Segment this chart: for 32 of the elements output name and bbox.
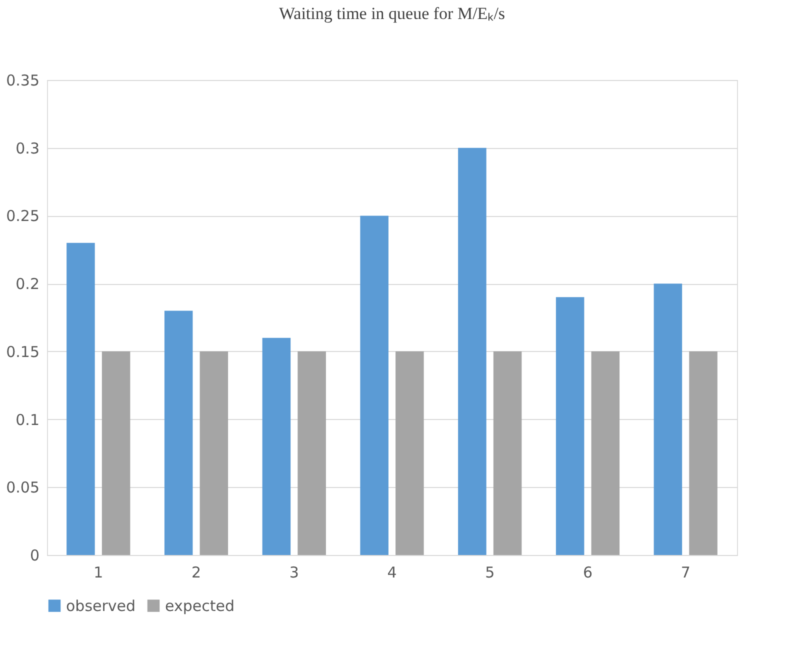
bar	[689, 351, 718, 555]
x-tick-label: 7	[680, 564, 690, 582]
legend-label: observed	[66, 596, 136, 615]
y-tick-label: 0.2	[16, 275, 40, 294]
bar	[298, 351, 326, 555]
y-tick-label: 0.35	[6, 72, 40, 90]
x-tick-label: 6	[582, 564, 593, 582]
chart-title: Waiting time in queue for M/Eₖ/s	[278, 4, 506, 23]
y-tick-label: 0.1	[16, 410, 40, 429]
bar	[262, 338, 291, 555]
y-tick-label: 0.25	[6, 207, 40, 226]
legend-label: expected	[165, 596, 234, 615]
bar	[556, 297, 584, 555]
bar	[164, 310, 193, 555]
bar	[493, 351, 522, 555]
y-tick-label: 0.15	[6, 342, 40, 361]
x-tick-label: 1	[94, 564, 104, 582]
y-tick-label: 0.05	[6, 478, 40, 497]
x-tick-label: 5	[485, 564, 495, 582]
x-tick-label: 4	[387, 564, 397, 582]
y-tick-label: 0.3	[16, 139, 40, 158]
bar	[396, 351, 424, 555]
x-tick-label: 2	[191, 564, 202, 582]
bar	[66, 242, 95, 555]
y-tick-label: 0	[30, 546, 40, 564]
bar	[458, 148, 486, 555]
bar	[360, 216, 388, 555]
bar	[102, 351, 130, 555]
bar	[591, 351, 620, 555]
x-tick-label: 3	[289, 564, 299, 582]
bar	[200, 351, 228, 555]
bar	[654, 284, 682, 555]
